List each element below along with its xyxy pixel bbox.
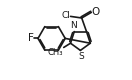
Text: CH₃: CH₃ — [48, 48, 63, 57]
Text: N: N — [70, 21, 77, 30]
Text: O: O — [92, 7, 100, 17]
Text: F: F — [28, 33, 34, 43]
Text: Cl: Cl — [61, 11, 70, 20]
Text: S: S — [78, 52, 84, 61]
